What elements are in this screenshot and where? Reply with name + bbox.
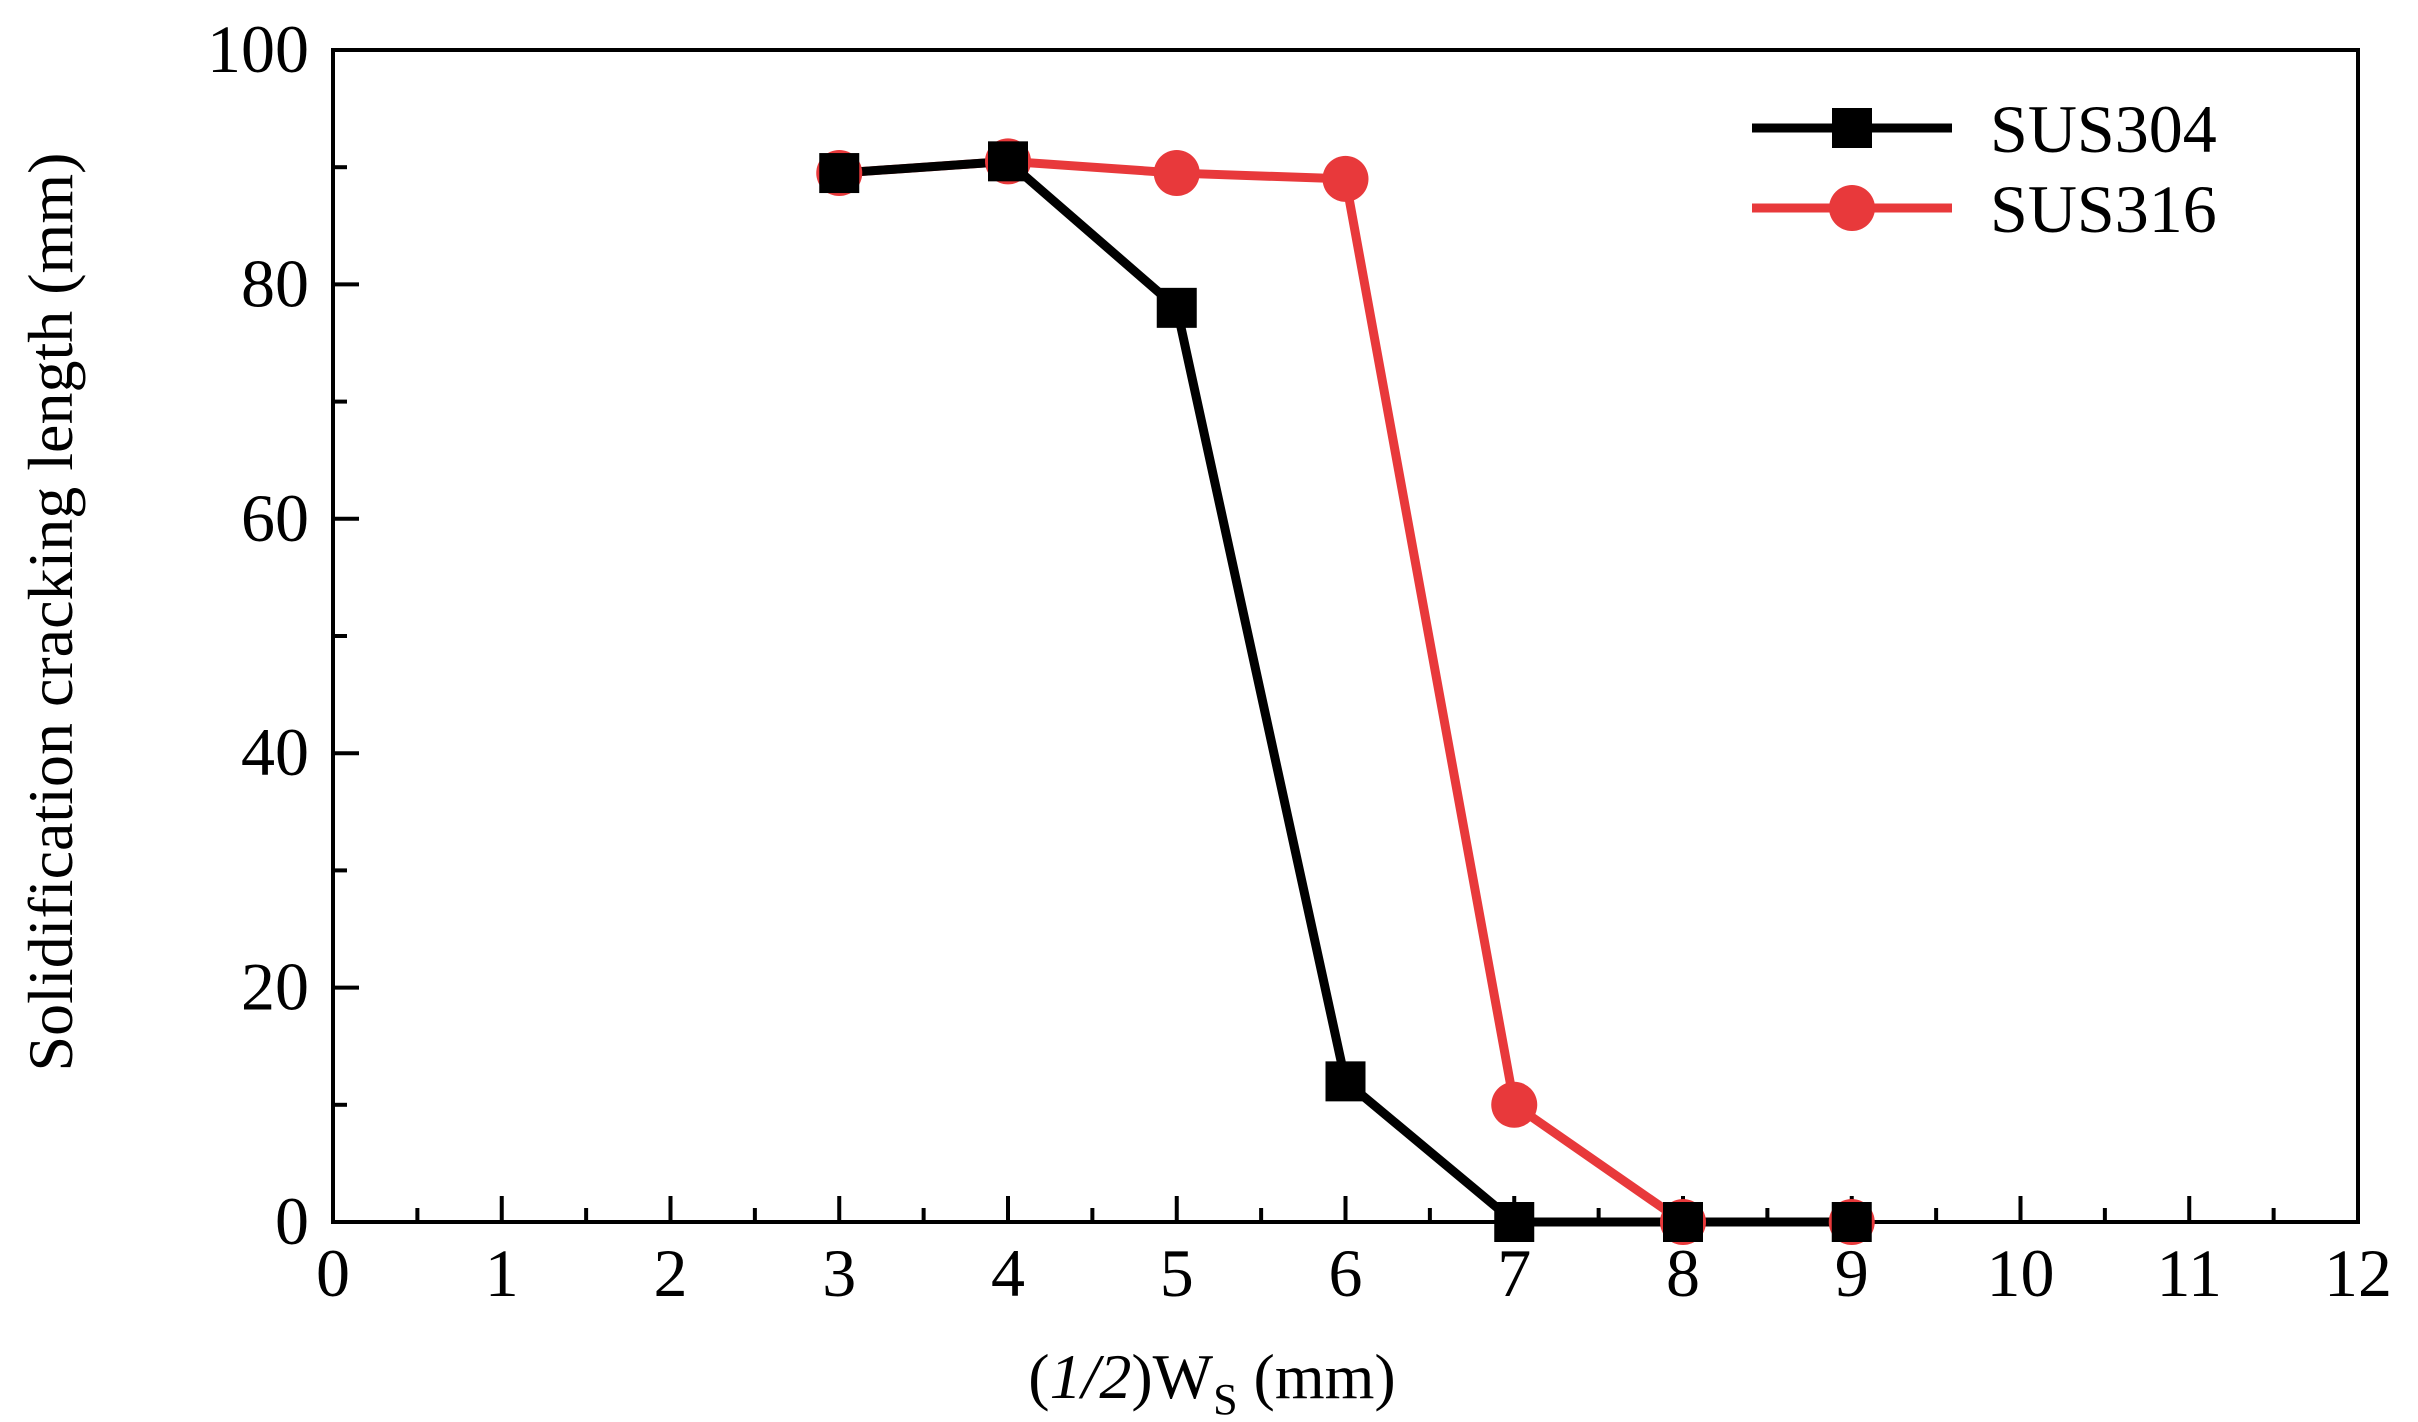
point-sus316 (1491, 1081, 1538, 1128)
x-title-open: ( (1028, 1341, 1049, 1412)
x-title-unit: (mm) (1238, 1341, 1396, 1412)
x-tick-label: 12 (2324, 1235, 2392, 1311)
x-tick-label: 4 (991, 1235, 1025, 1311)
x-tick-label: 1 (485, 1235, 519, 1311)
y-tick-label: 100 (207, 11, 309, 87)
x-tick-label: 5 (1160, 1235, 1194, 1311)
x-title-subscript: S (1213, 1375, 1237, 1422)
point-sus304 (1494, 1202, 1535, 1242)
y-tick-label: 80 (241, 245, 309, 321)
point-sus304 (819, 153, 860, 194)
y-axis-title: Solidification cracking length (mm) (15, 153, 86, 1072)
point-sus304 (988, 141, 1028, 182)
x-tick-label: 6 (1329, 1235, 1363, 1311)
point-sus316 (1322, 155, 1369, 202)
legend-label-sus316: SUS316 (1990, 171, 2217, 247)
point-sus304 (1831, 1202, 1872, 1242)
legend-label-sus304: SUS304 (1990, 91, 2217, 167)
point-sus304 (1156, 287, 1197, 328)
point-sus316 (1153, 150, 1200, 197)
y-tick-label: 60 (241, 480, 309, 556)
y-tick-label: 0 (275, 1183, 309, 1259)
x-tick-label: 11 (2157, 1235, 2222, 1311)
y-tick-label: 40 (241, 714, 309, 790)
x-tick-label: 10 (1987, 1235, 2055, 1311)
x-title-close: )W (1131, 1341, 1213, 1412)
x-tick-label: 0 (316, 1235, 350, 1311)
x-tick-label: 3 (822, 1235, 856, 1311)
x-tick-label: 7 (1497, 1235, 1531, 1311)
legend-marker-sus316 (1829, 185, 1875, 231)
x-title-italic: 1/2 (1050, 1341, 1132, 1412)
x-axis-title: (1/2)WS (mm) (1028, 1341, 1395, 1422)
point-sus304 (1325, 1061, 1366, 1102)
x-tick-label: 9 (1835, 1235, 1869, 1311)
y-tick-label: 20 (241, 949, 309, 1025)
legend-marker-sus304 (1832, 108, 1872, 148)
x-tick-label: 2 (654, 1235, 688, 1311)
point-sus304 (1663, 1202, 1703, 1242)
x-tick-label: 8 (1666, 1235, 1700, 1311)
